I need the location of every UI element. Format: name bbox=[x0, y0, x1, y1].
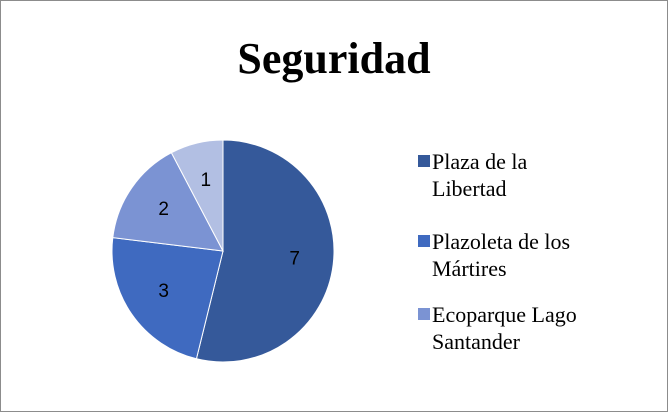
data-label: 3 bbox=[158, 281, 169, 302]
legend-label: Plazoleta de los Mártires bbox=[432, 229, 571, 281]
data-label: 2 bbox=[158, 199, 169, 220]
legend-entry: Ecoparque Lago Santander bbox=[418, 301, 602, 355]
pie-slice bbox=[112, 152, 224, 252]
data-label: 1 bbox=[200, 170, 211, 191]
pie-slice bbox=[170, 139, 224, 252]
chart-title: Seguridad bbox=[237, 34, 431, 83]
legend-entry: Plaza de la Libertad bbox=[418, 148, 602, 202]
chart: 7 3 2 1 bbox=[111, 139, 335, 363]
legend-entry: Plazoleta de los Mártires bbox=[418, 228, 602, 282]
legend-label: Plaza de la Libertad bbox=[432, 149, 528, 201]
legend-swatch bbox=[418, 155, 430, 167]
legend-swatch bbox=[418, 235, 430, 247]
pie-slice bbox=[195, 139, 335, 363]
data-label: 7 bbox=[289, 249, 300, 270]
legend-swatch bbox=[418, 308, 430, 320]
pie-slice bbox=[111, 237, 224, 360]
legend-label: Ecoparque Lago Santander bbox=[432, 302, 577, 354]
